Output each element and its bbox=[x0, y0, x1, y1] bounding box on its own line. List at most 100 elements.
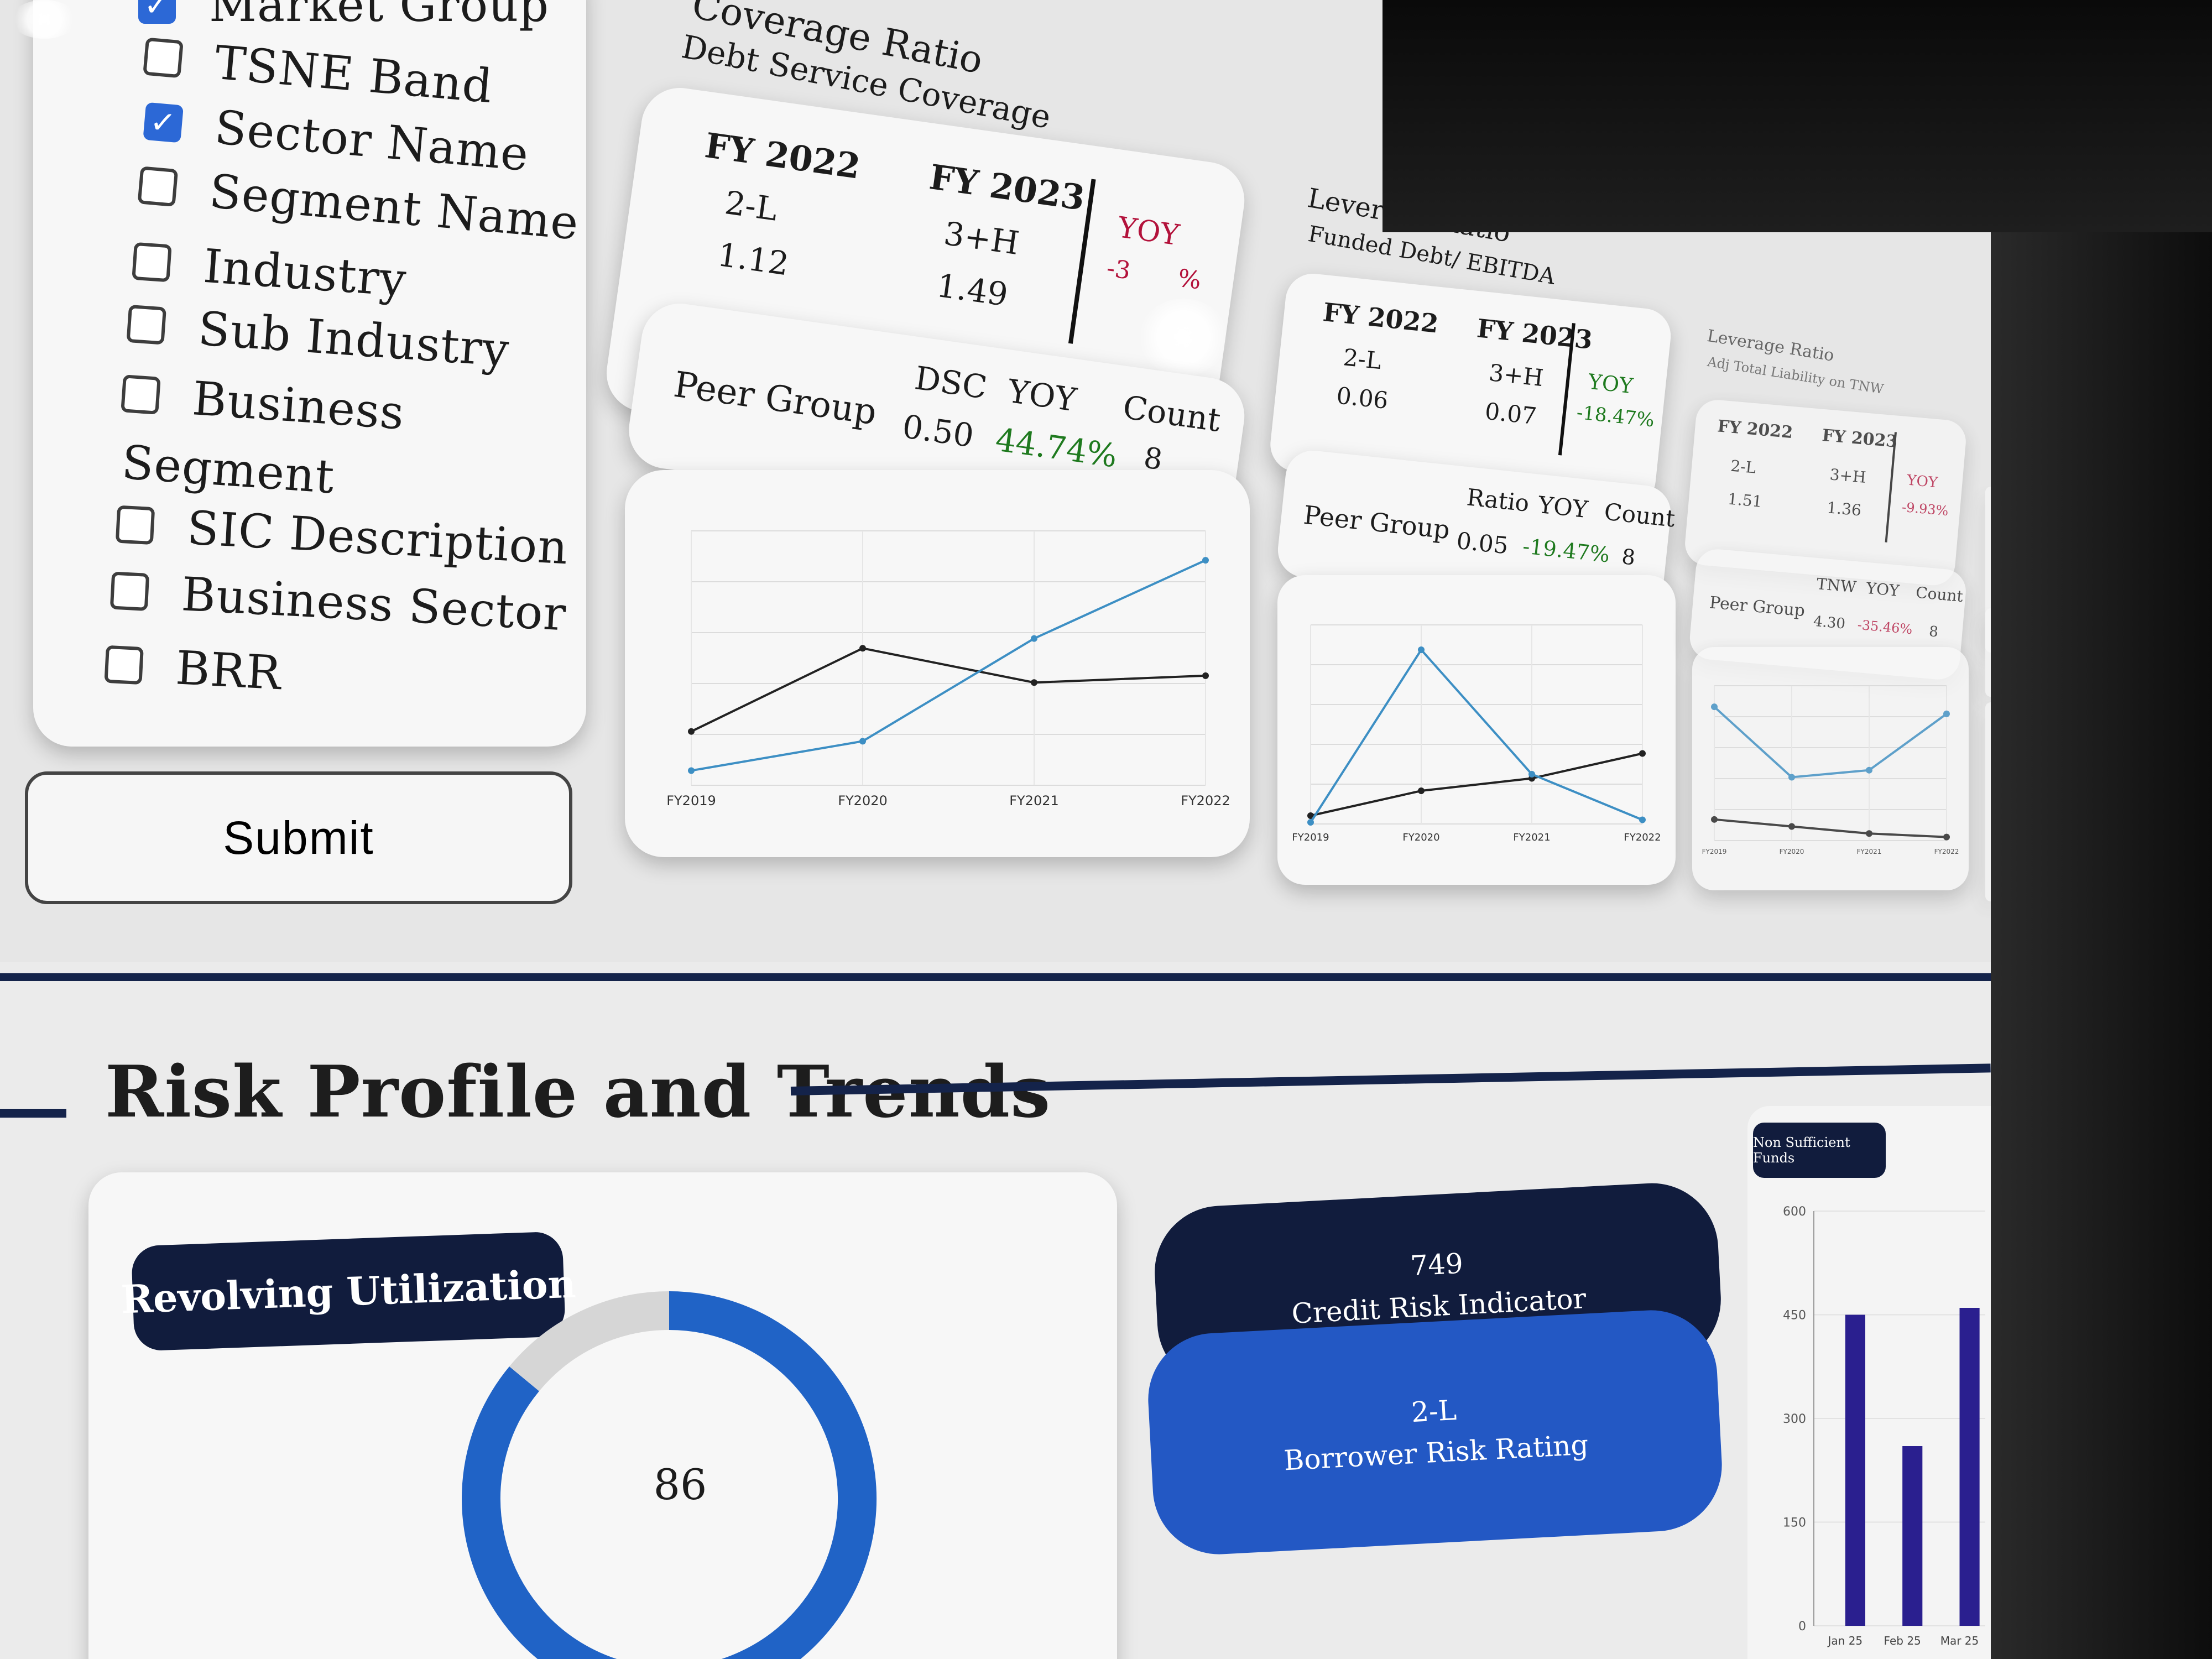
filter-sub-industry[interactable]: Sub Industry bbox=[126, 296, 511, 377]
coverage-peer-metric: 0.50 bbox=[900, 408, 976, 455]
market-group-checkbox[interactable]: ✓ bbox=[138, 0, 176, 24]
series-line bbox=[1714, 820, 1947, 837]
coverage-yoy-label: YOY bbox=[1116, 211, 1182, 252]
leverage2-peer-col-metric: TNW bbox=[1816, 575, 1858, 596]
monitor-bezel bbox=[1991, 0, 2212, 1659]
coverage-fy2023-value: 1.49 bbox=[934, 267, 1010, 314]
leverage-yoy-label: YOY bbox=[1587, 369, 1634, 398]
coverage-fy2022-rating: 2-L bbox=[723, 184, 780, 228]
coverage-yoy-value: -3 bbox=[1105, 254, 1133, 285]
coverage-fy2023-rating: 3+H bbox=[942, 215, 1021, 262]
y-tick-label: 600 bbox=[1783, 1205, 1806, 1219]
bar bbox=[1960, 1308, 1980, 1626]
sic-description-checkbox[interactable] bbox=[116, 505, 155, 545]
liquidity-peer-card: Peer Group Ratio YOY Count 1.32 -8.24% 8 bbox=[1985, 608, 1991, 697]
filter-label: Business Sector bbox=[180, 567, 567, 641]
leverage2-fy2023-rating: 3+H bbox=[1829, 465, 1866, 487]
data-point bbox=[688, 767, 695, 774]
coverage-peer-col-metric: DSC bbox=[912, 359, 989, 406]
data-point bbox=[688, 728, 695, 735]
liquidity-line-chart bbox=[1985, 702, 1991, 901]
leverage2-peer-col-yoy: YOY bbox=[1865, 579, 1900, 600]
x-tick-label: FY2019 bbox=[1292, 832, 1329, 843]
x-tick-label: FY2020 bbox=[1780, 848, 1804, 855]
leverage-line-chart: FY2019 FY2020 FY2021 FY2022 bbox=[1277, 575, 1676, 885]
filter-label: BRR bbox=[174, 640, 283, 700]
leverage2-line-chart: FY2019 FY2020 FY2021 FY2022 bbox=[1692, 647, 1969, 890]
y-tick-label: 0 bbox=[1798, 1620, 1806, 1634]
leverage-yoy-value: -18.47% bbox=[1575, 401, 1656, 432]
filter-label: Business bbox=[191, 371, 406, 440]
x-tick-label: Jan 25 bbox=[1827, 1634, 1863, 1647]
data-point bbox=[1307, 819, 1314, 826]
y-tick-label: 300 bbox=[1783, 1412, 1806, 1426]
sub-industry-checkbox[interactable] bbox=[126, 305, 166, 345]
filter-label: TSNE Band bbox=[212, 35, 494, 114]
leverage2-peer-metric: 4.30 bbox=[1813, 613, 1846, 633]
leverage-peer-col-metric: Ratio bbox=[1465, 483, 1531, 517]
x-tick-label: FY2020 bbox=[1402, 832, 1439, 843]
industry-checkbox[interactable] bbox=[132, 242, 172, 283]
leverage-peer-label: Peer Group bbox=[1302, 500, 1452, 545]
x-tick-label: FY2021 bbox=[1513, 832, 1550, 843]
donut-slice bbox=[524, 1311, 669, 1379]
x-tick-label: FY2019 bbox=[1702, 848, 1727, 855]
filter-business-sector[interactable]: Business Sector bbox=[109, 563, 567, 641]
data-point bbox=[859, 645, 866, 651]
filter-brr[interactable]: BRR bbox=[104, 637, 283, 701]
leverage-peer-metric: 0.05 bbox=[1455, 527, 1510, 560]
segment-name-checkbox[interactable] bbox=[138, 166, 179, 207]
data-point bbox=[859, 738, 866, 744]
leverage-fy2023-rating: 3+H bbox=[1488, 359, 1545, 392]
data-point bbox=[1639, 817, 1646, 823]
bar bbox=[1845, 1315, 1865, 1626]
filter-panel: ✓ Market Group TSNE Band ✓ Sector Name S… bbox=[33, 0, 586, 747]
borrower-risk-rating-value: 2-L bbox=[1410, 1390, 1458, 1433]
filter-business-segment[interactable]: Business bbox=[120, 366, 406, 440]
coverage-peer-col-yoy: YOY bbox=[1005, 372, 1078, 419]
x-tick-label: FY2022 bbox=[1934, 848, 1959, 855]
data-point bbox=[1418, 787, 1425, 794]
screen-glare bbox=[1139, 299, 1228, 376]
coverage-fy2022-label: FY 2022 bbox=[702, 125, 863, 187]
x-tick-label: FY2021 bbox=[1857, 848, 1882, 855]
filter-sic-description[interactable]: SIC Description bbox=[115, 497, 570, 575]
data-point bbox=[1202, 672, 1209, 679]
leverage-peer-yoy: -19.47% bbox=[1521, 534, 1610, 567]
monitor-bezel-top bbox=[1383, 0, 2212, 232]
coverage-yoy-value-end: % bbox=[1176, 264, 1203, 295]
leverage2-chart-card: FY2019 FY2020 FY2021 FY2022 bbox=[1692, 647, 1969, 890]
coverage-chart-card: FY2019 FY2020 FY2021 FY2022 bbox=[625, 470, 1250, 857]
leverage-peer-count: 8 bbox=[1621, 544, 1637, 570]
coverage-peer-col-count: Count bbox=[1120, 388, 1223, 439]
leverage2-fy2022-label: FY 2022 bbox=[1717, 416, 1793, 442]
sector-name-checkbox[interactable]: ✓ bbox=[143, 102, 184, 143]
coverage-fy2023-label: FY 2023 bbox=[927, 156, 1087, 218]
business-sector-checkbox[interactable] bbox=[110, 571, 149, 611]
business-segment-checkbox[interactable] bbox=[121, 374, 161, 415]
submit-button[interactable]: Submit bbox=[25, 771, 572, 904]
leverage-chart-card: FY2019 FY2020 FY2021 FY2022 bbox=[1277, 575, 1676, 885]
y-tick-label: 450 bbox=[1783, 1309, 1806, 1323]
business-segment-label-continued: Segment bbox=[120, 435, 336, 504]
filter-market-group[interactable]: ✓ Market Group bbox=[138, 0, 549, 32]
data-point bbox=[1788, 774, 1795, 780]
section-divider bbox=[0, 973, 1991, 981]
leverage-peer-col-yoy: YOY bbox=[1537, 491, 1589, 523]
non-sufficient-funds-bar-chart: 0 150 300 450 600 Jan 25 Feb 25 Mar 25 bbox=[1747, 1189, 1991, 1659]
data-point bbox=[1943, 834, 1950, 841]
brr-checkbox[interactable] bbox=[104, 645, 143, 685]
filter-label: SIC Description bbox=[186, 500, 570, 575]
tsne-band-checkbox[interactable] bbox=[143, 38, 184, 79]
data-point bbox=[1711, 816, 1718, 823]
filter-label: Sub Industry bbox=[196, 301, 511, 377]
borrower-risk-rating[interactable]: 2-L Borrower Risk Rating bbox=[1145, 1307, 1725, 1557]
filter-industry[interactable]: Industry bbox=[131, 234, 408, 307]
leverage2-yoy-label: YOY bbox=[1906, 472, 1938, 492]
data-point bbox=[1639, 750, 1646, 757]
coverage-fy2022-value: 1.12 bbox=[715, 236, 791, 283]
x-tick-label: Mar 25 bbox=[1940, 1634, 1979, 1647]
leverage2-yoy-value: -9.93% bbox=[1901, 499, 1949, 519]
series-line bbox=[1311, 650, 1642, 822]
leverage2-fy2023-label: FY 2023 bbox=[1821, 426, 1898, 452]
